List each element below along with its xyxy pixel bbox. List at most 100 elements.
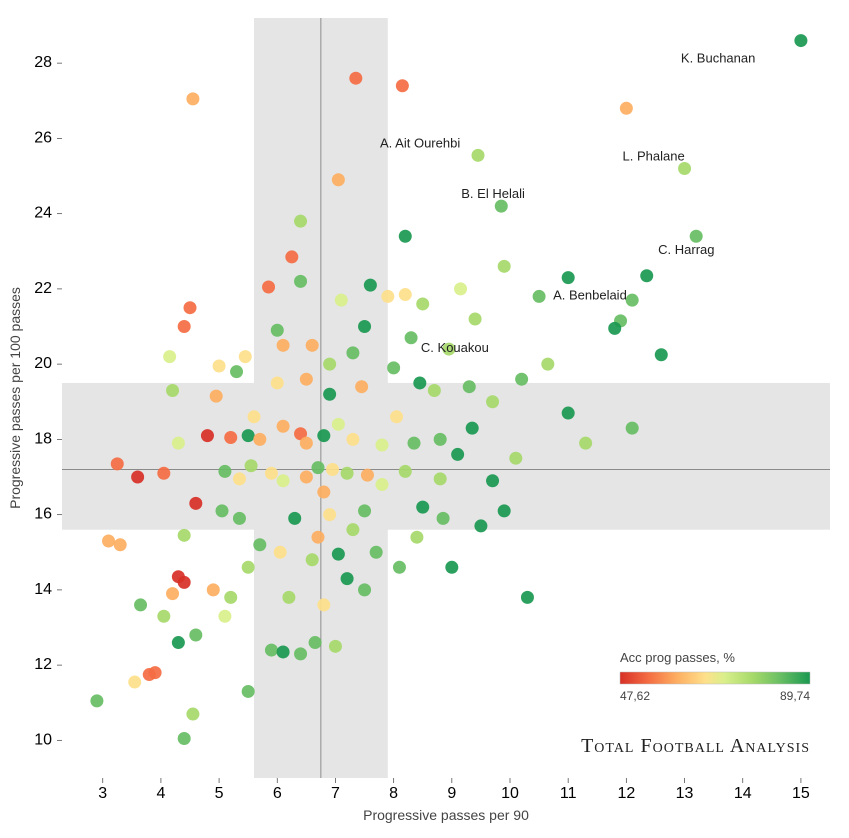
data-point (186, 708, 199, 721)
point-annotation: C. Harrag (658, 242, 714, 257)
data-point (300, 373, 313, 386)
data-point (178, 732, 191, 745)
data-point (533, 290, 546, 303)
data-point (428, 384, 441, 397)
data-point (131, 471, 144, 484)
data-point (189, 497, 202, 510)
x-tick-label: 9 (447, 785, 456, 802)
data-point (134, 598, 147, 611)
data-point (274, 546, 287, 559)
data-point (184, 301, 197, 314)
data-point (90, 694, 103, 707)
data-point (262, 281, 275, 294)
data-point (346, 433, 359, 446)
data-point (509, 452, 522, 465)
data-point (472, 149, 485, 162)
x-tick-label: 10 (501, 785, 519, 802)
data-point (239, 350, 252, 363)
data-point (265, 467, 278, 480)
legend-gradient (620, 672, 810, 684)
data-point (626, 294, 639, 307)
data-point (218, 465, 231, 478)
data-point (216, 504, 229, 517)
x-tick-label: 3 (98, 785, 107, 802)
data-point (317, 429, 330, 442)
data-point (178, 576, 191, 589)
data-point (224, 431, 237, 444)
data-point (210, 390, 223, 403)
data-point (640, 269, 653, 282)
data-point (166, 384, 179, 397)
data-point (335, 294, 348, 307)
data-point (213, 360, 226, 373)
data-point (434, 472, 447, 485)
data-point (341, 572, 354, 585)
y-tick-label: 18 (34, 430, 52, 447)
data-point (294, 647, 307, 660)
data-point (349, 72, 362, 85)
data-point (332, 418, 345, 431)
x-tick-label: 5 (215, 785, 224, 802)
data-point (218, 610, 231, 623)
data-point (608, 322, 621, 335)
data-point (323, 508, 336, 521)
data-point (399, 288, 412, 301)
data-point (620, 102, 633, 115)
data-point (300, 471, 313, 484)
data-point (317, 598, 330, 611)
data-point (358, 504, 371, 517)
data-point (294, 275, 307, 288)
data-point (277, 645, 290, 658)
data-point (376, 478, 389, 491)
point-annotation: K. Buchanan (681, 51, 755, 66)
x-tick-label: 14 (734, 785, 752, 802)
point-annotation: A. Benbelaid (553, 287, 627, 302)
y-tick-label: 14 (34, 581, 52, 598)
data-point (277, 474, 290, 487)
data-point (466, 422, 479, 435)
data-point (306, 339, 319, 352)
data-point (346, 346, 359, 359)
data-point (541, 358, 554, 371)
data-point (253, 433, 266, 446)
data-point (626, 422, 639, 435)
data-point (399, 230, 412, 243)
data-point (178, 320, 191, 333)
chart-svg: 3456789101112131415Progressive passes pe… (0, 0, 849, 838)
data-point (230, 365, 243, 378)
data-point (277, 339, 290, 352)
data-point (358, 583, 371, 596)
data-point (128, 676, 141, 689)
data-point (416, 501, 429, 514)
data-point (390, 410, 403, 423)
data-point (178, 529, 191, 542)
data-point (416, 297, 429, 310)
data-point (157, 610, 170, 623)
data-point (434, 433, 447, 446)
data-point (346, 523, 359, 536)
data-point (312, 531, 325, 544)
data-point (361, 469, 374, 482)
data-point (387, 361, 400, 374)
data-point (233, 472, 246, 485)
data-point (370, 546, 383, 559)
data-point (474, 519, 487, 532)
data-point (242, 429, 255, 442)
point-annotation: A. Ait Ourehbi (380, 135, 460, 150)
data-point (498, 260, 511, 273)
data-point (163, 350, 176, 363)
x-tick-label: 12 (617, 785, 635, 802)
data-point (690, 230, 703, 243)
data-point (172, 636, 185, 649)
data-point (408, 437, 421, 450)
data-point (271, 376, 284, 389)
data-point (393, 561, 406, 574)
data-point (515, 373, 528, 386)
data-point (277, 420, 290, 433)
y-tick-label: 26 (34, 129, 52, 146)
y-axis-label: Progressive passes per 100 passes (7, 287, 23, 509)
data-point (678, 162, 691, 175)
x-tick-label: 6 (273, 785, 282, 802)
data-point (437, 512, 450, 525)
data-point (410, 531, 423, 544)
